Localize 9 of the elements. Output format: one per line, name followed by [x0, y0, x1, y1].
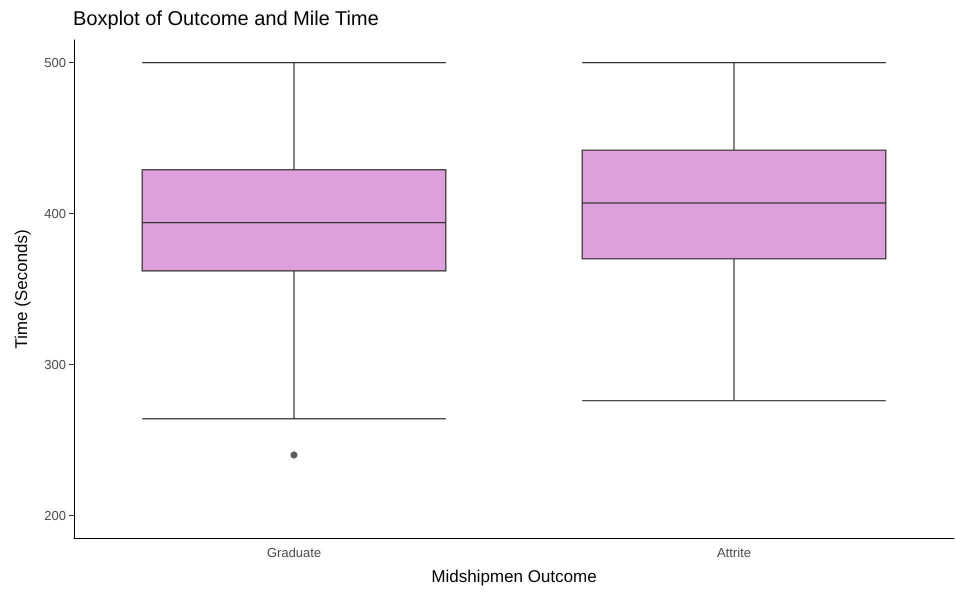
- chart-title: Boxplot of Outcome and Mile Time: [73, 8, 379, 30]
- y-tick-label: 400: [44, 206, 66, 222]
- x-tick-label: Graduate: [266, 545, 322, 560]
- x-axis-title: Midshipmen Outcome: [431, 567, 597, 586]
- y-tick-label: 200: [44, 508, 66, 523]
- x-tick-label: Attrite: [717, 545, 751, 560]
- y-tick-label: 500: [44, 55, 66, 70]
- y-axis-title: Time (Seconds): [12, 229, 31, 349]
- y-tick-label: 300: [44, 356, 66, 372]
